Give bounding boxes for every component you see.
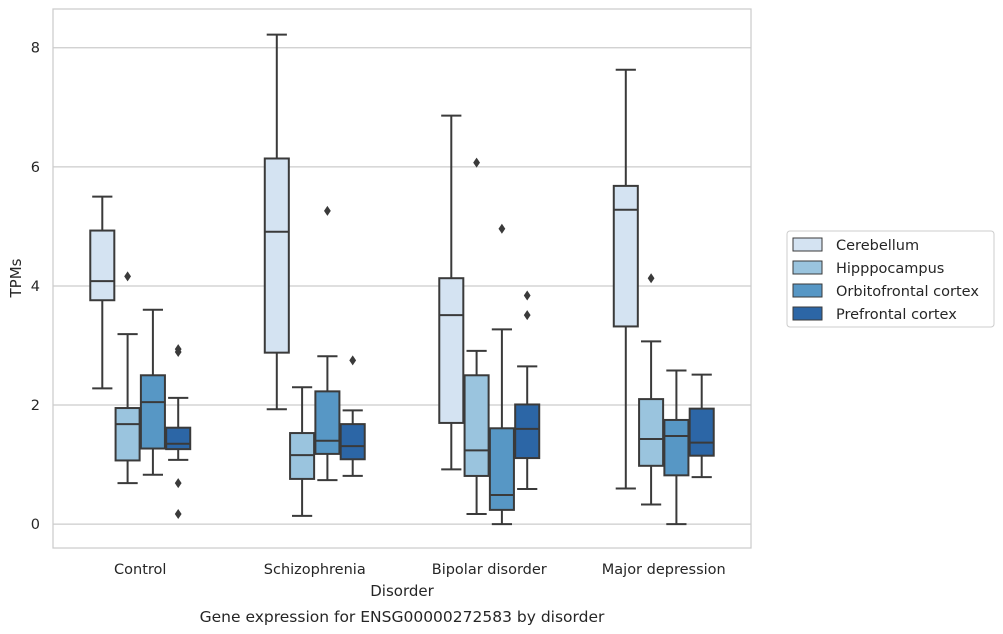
outlier-point: [124, 271, 131, 282]
box-body: [263, 157, 290, 354]
box-cerebellum-0: [89, 195, 116, 390]
box-body: [314, 390, 341, 455]
box-body: [438, 277, 465, 424]
y-tick-label: 0: [31, 517, 40, 533]
box-orbitofrontal-cortex-1: [314, 205, 341, 482]
box-body: [688, 407, 715, 457]
legend-label: Orbitofrontal cortex: [836, 284, 979, 300]
y-tick-label: 4: [31, 279, 40, 295]
x-tick-label: Schizophrenia: [264, 562, 366, 578]
box-body: [463, 374, 490, 477]
y-tick-label: 2: [31, 398, 40, 414]
outlier-point: [523, 310, 531, 321]
legend-label: Prefrontal cortex: [836, 307, 957, 323]
gridlines: [53, 47, 751, 525]
box-body: [612, 184, 639, 328]
x-ticks: Control Schizophrenia Bipolar disorder Majo…: [114, 562, 726, 578]
box-hipppocampus-0: [114, 271, 141, 485]
outlier-point: [174, 347, 182, 358]
x-tick-label: Bipolar disorder: [432, 562, 547, 578]
legend-swatch: [792, 306, 823, 321]
box-body: [638, 398, 665, 467]
y-tick-label: 8: [31, 41, 40, 57]
legend-label: Cerebellum: [836, 238, 919, 254]
box-body: [165, 426, 192, 451]
outlier-point: [174, 478, 182, 489]
box-body: [339, 423, 366, 461]
legend-swatch: [792, 260, 823, 275]
box-cerebellum-2: [438, 114, 465, 471]
outlier-point: [324, 205, 331, 216]
box-prefrontal-cortex-2: [514, 290, 541, 491]
box-cerebellum-3: [612, 68, 639, 490]
y-ticks: 0 2 4 6 8: [31, 41, 40, 533]
outlier-point: [498, 223, 506, 234]
outlier-point: [473, 157, 480, 168]
box-body: [514, 403, 541, 460]
outlier-point: [174, 509, 182, 520]
outlier-point: [647, 273, 655, 284]
box-body: [488, 427, 515, 511]
legend-frame: [786, 230, 995, 328]
x-tick-label: Major depression: [602, 562, 726, 578]
box-body: [139, 374, 166, 450]
boxes: [89, 33, 715, 526]
chart-caption: Gene expression for ENSG00000272583 by d…: [200, 608, 605, 626]
box-orbitofrontal-cortex-3: [663, 369, 690, 526]
box-prefrontal-cortex-0: [165, 344, 192, 520]
box-hipppocampus-2: [463, 157, 490, 516]
legend: Cerebellum Hipppocampus Orbitofrontal cort…: [786, 230, 995, 328]
x-tick-label: Control: [114, 562, 166, 578]
box-prefrontal-cortex-3: [688, 373, 715, 479]
box-body: [89, 229, 116, 302]
box-body: [114, 407, 141, 462]
y-axis-label: TPMs: [7, 258, 25, 298]
legend-label: Hipppocampus: [836, 261, 944, 277]
box-hipppocampus-3: [638, 273, 665, 506]
box-body: [663, 418, 690, 477]
box-cerebellum-1: [263, 33, 290, 411]
box-hipppocampus-1: [289, 386, 316, 517]
box-orbitofrontal-cortex-2: [488, 223, 515, 526]
legend-swatch: [792, 283, 823, 298]
legend-swatch: [792, 237, 823, 252]
outlier-point: [349, 355, 357, 366]
plot-frame: [52, 8, 752, 549]
x-axis-label: Disorder: [370, 582, 434, 600]
box-prefrontal-cortex-1: [339, 355, 366, 477]
y-tick-label: 6: [31, 160, 40, 176]
box-orbitofrontal-cortex-0: [139, 308, 166, 476]
outlier-point: [523, 290, 531, 301]
